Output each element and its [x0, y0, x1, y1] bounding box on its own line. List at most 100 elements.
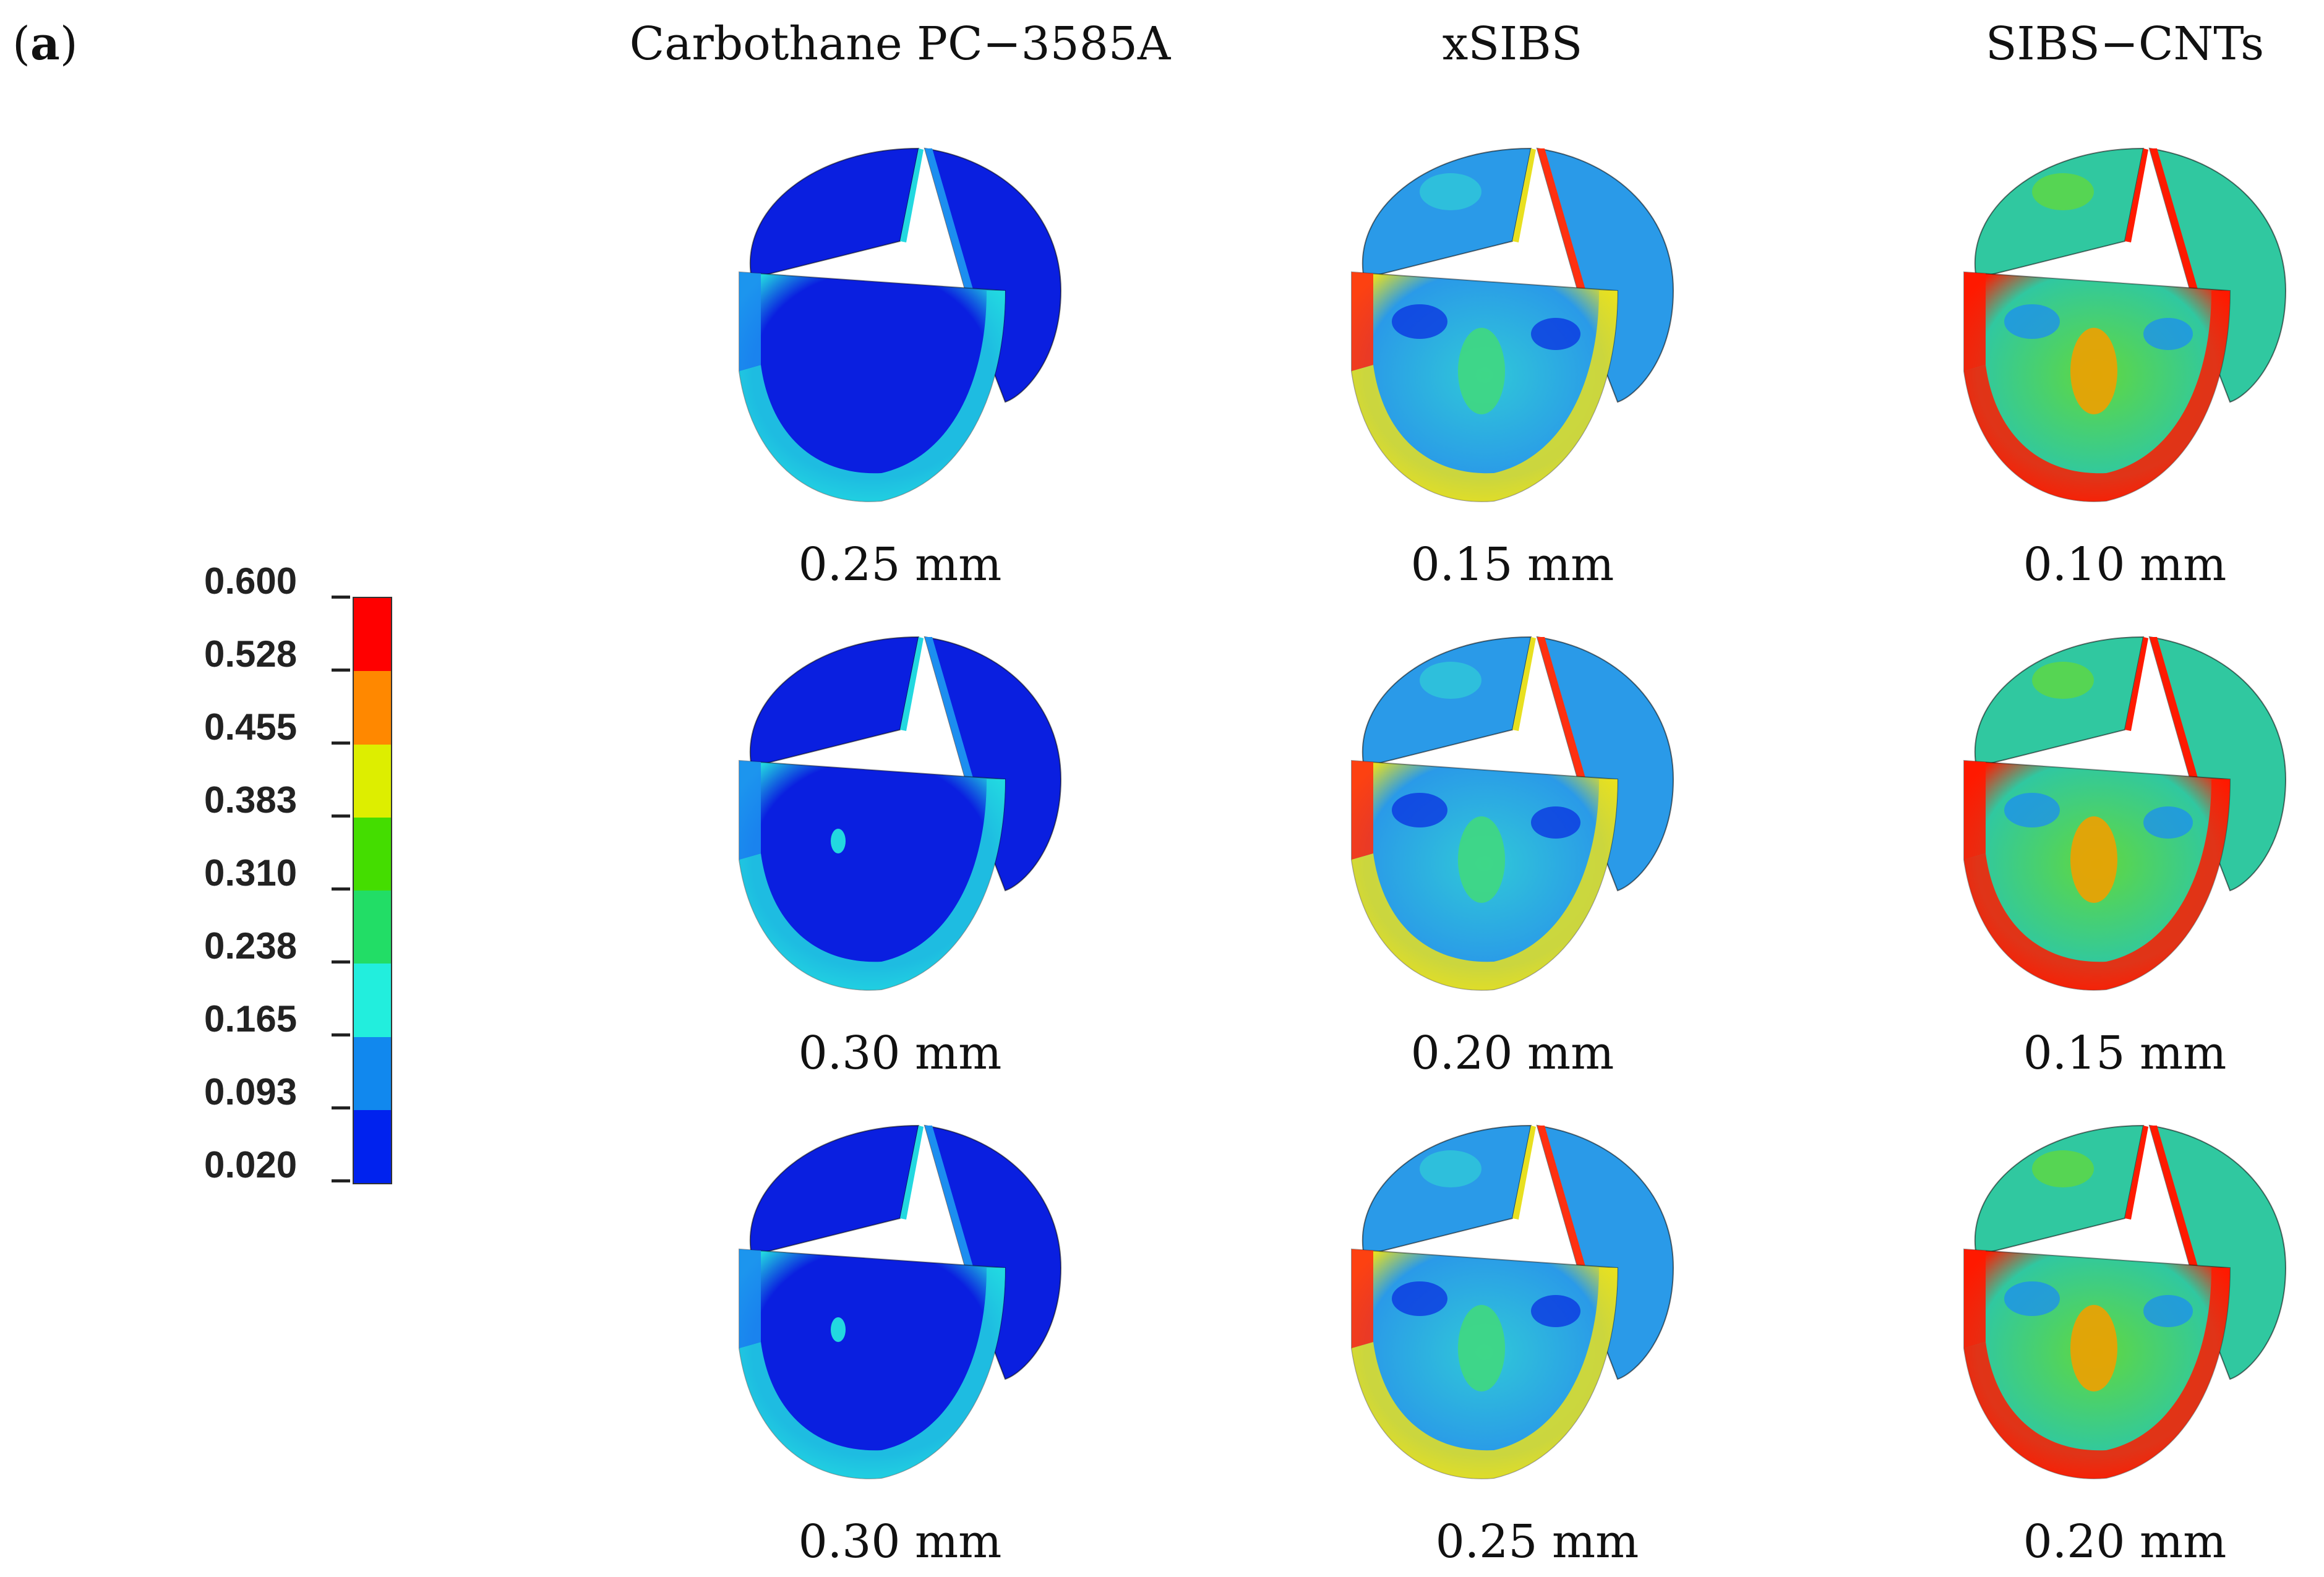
leaflet-back-right [1536, 147, 1674, 403]
thickness-label: 0.25 mm [1435, 1515, 1639, 1568]
stress-contour [1531, 1295, 1580, 1327]
legend-tick: 0.455 [204, 706, 353, 748]
leaflet-rim [1964, 1268, 2230, 1479]
leaflet-back-left [750, 1124, 920, 1257]
leaflet-commissure [1964, 1249, 1986, 1348]
leaflet-commissure [739, 761, 761, 860]
leaflet-back-left [1975, 1124, 2145, 1257]
leaflet-edge [925, 637, 982, 810]
leaflet-back-left [1362, 636, 1532, 768]
leaflet-back-left [1362, 147, 1532, 280]
thickness-label: 0.30 mm [798, 1515, 1002, 1568]
legend-tick: 0.165 [204, 998, 353, 1040]
leaflet-edge [1537, 148, 1594, 322]
leaflet-back-right [2148, 1124, 2287, 1380]
stress-contour [831, 829, 846, 853]
leaflet-edge [2150, 148, 2206, 322]
panel-label: (a) [12, 17, 78, 71]
leaflet-edge [2150, 637, 2206, 810]
leaflet-edge [925, 1126, 982, 1299]
leaflet-back-left [1362, 1124, 1532, 1257]
valve-xsibs-row1 [1351, 147, 1674, 502]
legend-band [354, 891, 391, 964]
valve-sibs-cnts-row2 [1963, 636, 2287, 991]
valve-carbothane-row1 [739, 147, 1062, 502]
stress-contour [2032, 1150, 2094, 1187]
leaflet-back-right [2148, 636, 2287, 892]
leaflet-edge [1512, 637, 1536, 731]
stress-contour [1392, 304, 1447, 339]
stress-contour [2143, 806, 2193, 839]
stress-contour [1420, 662, 1481, 699]
leaflet-edge [2125, 1126, 2148, 1220]
leaflet-back-left [1975, 147, 2145, 280]
legend-band [354, 744, 391, 818]
leaflet-commissure [1352, 761, 1373, 860]
valve-carbothane-row2 [739, 636, 1062, 991]
stress-contour [1458, 1305, 1505, 1391]
stress-contour [1458, 328, 1505, 414]
stress-contour [2070, 328, 2117, 414]
column-header-xsibs: xSIBS [1442, 17, 1583, 71]
stress-contour [2143, 318, 2193, 350]
legend-tick: 0.020 [204, 1143, 353, 1186]
leaflet-rim [739, 291, 1005, 502]
leaflet-edge [900, 1126, 924, 1220]
legend-tick: 0.383 [204, 779, 353, 821]
leaflet-back-left [750, 636, 920, 768]
leaflet-rim [1964, 779, 2230, 990]
leaflet-edge [2125, 148, 2148, 242]
stress-contour [2032, 173, 2094, 210]
leaflet-rim [1964, 291, 2230, 502]
leaflet-commissure [739, 272, 761, 371]
leaflet-edge [900, 148, 924, 242]
thickness-label: 0.25 mm [798, 538, 1002, 591]
legend-tick: 0.600 [204, 560, 353, 602]
thickness-label: 0.30 mm [798, 1027, 1002, 1080]
leaflet-edge [2125, 637, 2148, 731]
stress-contour [2143, 1295, 2193, 1327]
valve-carbothane-row3 [739, 1124, 1062, 1479]
stress-contour [1392, 793, 1447, 827]
stress-contour [2004, 793, 2060, 827]
leaflet-commissure [1352, 272, 1373, 371]
leaflet-edge [1512, 148, 1536, 242]
leaflet-edge [925, 148, 982, 322]
leaflet-edge [900, 637, 924, 731]
legend-band [354, 1109, 391, 1183]
leaflet-rim [1352, 779, 1618, 990]
stress-contour [2070, 816, 2117, 903]
legend-tick: 0.528 [204, 633, 353, 675]
stress-contour [1531, 806, 1580, 839]
stress-contour [1392, 1281, 1447, 1316]
thickness-label: 0.15 mm [1410, 538, 1614, 591]
stress-contour [2004, 1281, 2060, 1316]
leaflet-edge [1537, 637, 1594, 810]
stress-contour [1420, 173, 1481, 210]
leaflet-rim [1352, 291, 1618, 502]
thickness-label: 0.10 mm [2023, 538, 2227, 591]
leaflet-rim [739, 779, 1005, 990]
stress-contour [1420, 1150, 1481, 1187]
leaflet-edge [2150, 1126, 2206, 1299]
legend-tick: 0.310 [204, 852, 353, 894]
leaflet-back-right [924, 147, 1062, 403]
valve-xsibs-row3 [1351, 1124, 1674, 1479]
leaflet-back-right [924, 1124, 1062, 1380]
valve-sibs-cnts-row1 [1963, 147, 2287, 502]
column-header-sibs-cnts: SIBS−CNTs [1985, 17, 2265, 71]
column-header-carbothane: Carbothane PC−3585A [629, 17, 1171, 71]
legend-band [354, 598, 391, 672]
leaflet-back-right [1536, 1124, 1674, 1380]
stress-contour [2032, 662, 2094, 699]
legend-band [354, 817, 391, 891]
stress-contour [2004, 304, 2060, 339]
legend-band [354, 964, 391, 1037]
leaflet-rim [1352, 1268, 1618, 1479]
legend-band [354, 671, 391, 745]
legend-color-bar [353, 597, 392, 1184]
thickness-label: 0.15 mm [2023, 1027, 2227, 1080]
valve-sibs-cnts-row3 [1963, 1124, 2287, 1479]
thickness-label: 0.20 mm [1410, 1027, 1614, 1080]
leaflet-back-right [1536, 636, 1674, 892]
